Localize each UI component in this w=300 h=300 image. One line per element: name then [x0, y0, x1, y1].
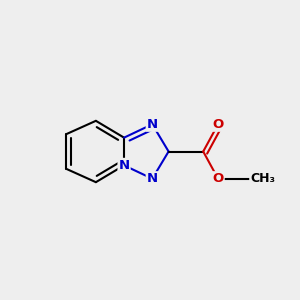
Text: O: O: [212, 172, 224, 185]
Text: CH₃: CH₃: [250, 172, 275, 185]
Text: N: N: [147, 118, 158, 131]
Text: N: N: [118, 159, 130, 172]
Text: N: N: [147, 172, 158, 185]
Text: O: O: [212, 118, 224, 131]
